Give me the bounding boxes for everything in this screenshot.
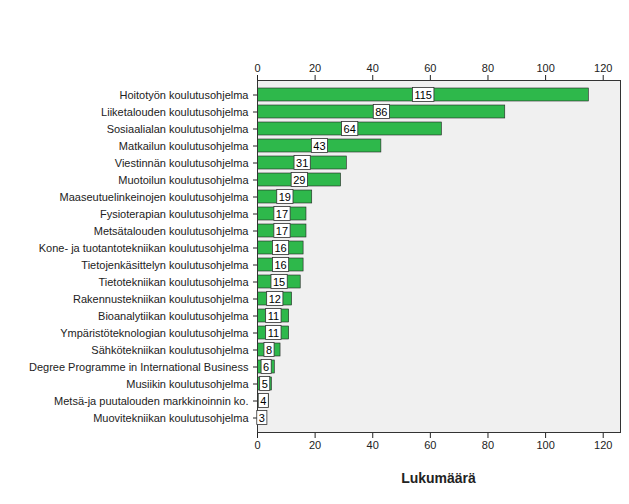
svg-text:60: 60	[424, 439, 436, 451]
svg-text:Tietojenkäsittelyn koulutusohj: Tietojenkäsittelyn koulutusohjelma	[81, 259, 249, 271]
svg-text:Metsä-ja puutalouden markkinoi: Metsä-ja puutalouden markkinoinnin ko.	[54, 395, 248, 407]
svg-text:Kone- ja tuotantotekniikan kou: Kone- ja tuotantotekniikan koulutusohjel…	[39, 242, 250, 254]
svg-text:80: 80	[482, 62, 494, 74]
svg-text:Muotoilun koulutusohjelma: Muotoilun koulutusohjelma	[118, 174, 249, 186]
svg-text:20: 20	[309, 439, 321, 451]
svg-text:3: 3	[259, 412, 265, 424]
svg-text:Hoitotyön koulutusohjelma: Hoitotyön koulutusohjelma	[119, 89, 249, 101]
svg-text:40: 40	[367, 62, 379, 74]
svg-text:15: 15	[273, 276, 285, 288]
svg-text:Musiikin koulutusohjelma: Musiikin koulutusohjelma	[126, 378, 249, 390]
svg-text:16: 16	[274, 242, 286, 254]
svg-text:17: 17	[276, 208, 288, 220]
svg-text:12: 12	[269, 293, 281, 305]
svg-text:4: 4	[260, 395, 266, 407]
svg-text:Ympäristöteknologian koulutuso: Ympäristöteknologian koulutusohjelma	[60, 327, 249, 339]
svg-text:20: 20	[309, 62, 321, 74]
svg-text:60: 60	[424, 62, 436, 74]
svg-text:100: 100	[536, 62, 554, 74]
svg-text:Fysioterapian koulutusohjelma: Fysioterapian koulutusohjelma	[100, 208, 249, 220]
svg-text:64: 64	[344, 123, 356, 135]
svg-text:43: 43	[313, 140, 325, 152]
svg-text:Sosiaalialan koulutusohjelma: Sosiaalialan koulutusohjelma	[107, 123, 250, 135]
svg-text:40: 40	[367, 439, 379, 451]
svg-text:115: 115	[414, 89, 432, 101]
svg-text:120: 120	[594, 62, 612, 74]
svg-text:8: 8	[266, 344, 272, 356]
svg-text:Rakennustekniikan koulutusohje: Rakennustekniikan koulutusohjelma	[73, 293, 249, 305]
svg-text:11: 11	[268, 327, 279, 339]
svg-text:31: 31	[296, 157, 308, 169]
svg-text:Viestinnän koulutusohjelma: Viestinnän koulutusohjelma	[115, 157, 250, 169]
svg-text:29: 29	[293, 174, 305, 186]
svg-text:Degree Programme in Internatio: Degree Programme in International Busine…	[29, 361, 249, 373]
svg-text:0: 0	[254, 62, 260, 74]
svg-text:Maaseutuelinkeinojen koulutuso: Maaseutuelinkeinojen koulutusohjelma	[60, 191, 250, 203]
svg-text:11: 11	[268, 310, 279, 322]
svg-text:0: 0	[254, 439, 260, 451]
svg-text:17: 17	[276, 225, 288, 237]
svg-text:Matkailun koulutusohjelma: Matkailun koulutusohjelma	[119, 140, 250, 152]
svg-text:120: 120	[594, 439, 612, 451]
svg-text:5: 5	[262, 378, 268, 390]
svg-text:Sähkötekniikan koulutusohjelma: Sähkötekniikan koulutusohjelma	[91, 344, 249, 356]
svg-text:16: 16	[274, 259, 286, 271]
svg-text:Liiketalouden koulutusohjelma: Liiketalouden koulutusohjelma	[101, 106, 249, 118]
html-text:Lukumäärä: Lukumäärä	[401, 470, 476, 486]
svg-text:Bioanalytiikan koulutusohjelma: Bioanalytiikan koulutusohjelma	[98, 310, 249, 322]
svg-text:6: 6	[263, 361, 269, 373]
svg-text:19: 19	[279, 191, 291, 203]
svg-text:80: 80	[482, 439, 494, 451]
svg-text:Tietotekniikan koulutusohjelma: Tietotekniikan koulutusohjelma	[98, 276, 249, 288]
svg-text:Metsätalouden koulutusohjelma: Metsätalouden koulutusohjelma	[94, 225, 250, 237]
svg-text:Muovitekniikan koulutusohjelma: Muovitekniikan koulutusohjelma	[93, 412, 249, 424]
svg-text:100: 100	[536, 439, 554, 451]
svg-text:86: 86	[375, 106, 387, 118]
